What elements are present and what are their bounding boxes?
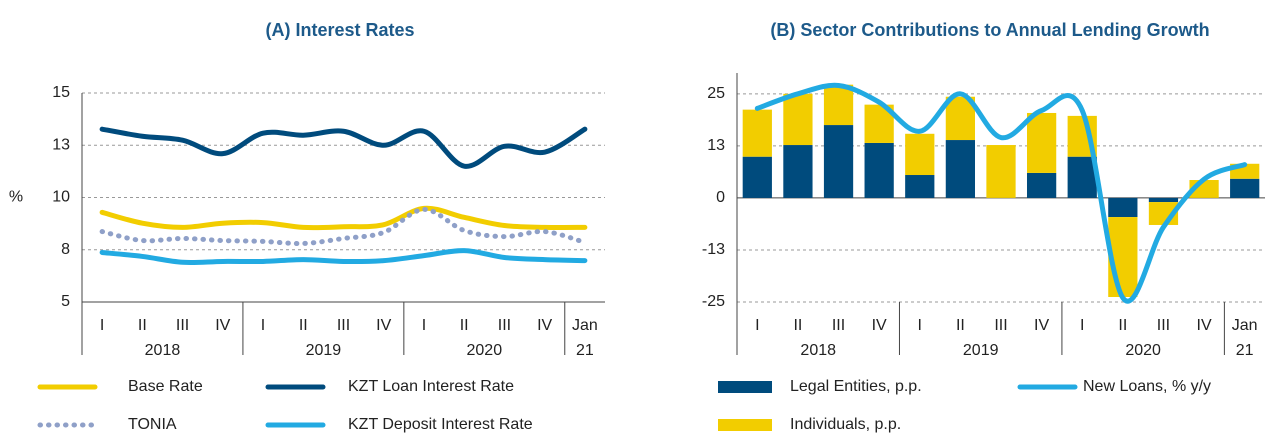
line [99, 205, 588, 231]
bar [1148, 197, 1179, 203]
bar [823, 84, 854, 126]
legend-label: Individuals, p.p. [790, 416, 901, 433]
x-tick-label: I [918, 317, 922, 334]
x-tick-label: III [337, 317, 350, 334]
x-tick-label: III [832, 317, 845, 334]
x-tick-label: I [100, 317, 104, 334]
x-group-label: 2020 [1125, 342, 1161, 359]
x-group-label: 2018 [800, 342, 836, 359]
x-tick-label: IV [537, 317, 552, 334]
x-group-label: 2018 [145, 342, 181, 359]
y-tick-label: 10 [52, 189, 70, 206]
y-tick-label: 25 [707, 85, 725, 102]
x-tick-label: I [1080, 317, 1084, 334]
bar [1108, 197, 1138, 218]
bar [1026, 172, 1057, 198]
x-tick-label: III [498, 317, 511, 334]
legend-swatch [718, 381, 772, 393]
bar [783, 93, 813, 146]
x-tick-label: IV [376, 317, 391, 334]
x-tick-label: II [793, 317, 802, 334]
x-tick-label: III [994, 317, 1007, 334]
x-tick-label: II [299, 317, 308, 334]
chart-title: (A) Interest Rates [265, 20, 415, 40]
y-tick-label: 8 [61, 241, 70, 258]
x-tick-label: IV [872, 317, 887, 334]
bar [742, 156, 772, 198]
legend-label: KZT Deposit Interest Rate [348, 416, 533, 433]
bar [945, 140, 976, 198]
y-tick-label: 15 [52, 84, 70, 101]
bar [1230, 178, 1260, 198]
x-tick-label: II [460, 317, 469, 334]
bar [1026, 112, 1057, 173]
bar [986, 145, 1016, 198]
x-tick-label: III [176, 317, 189, 334]
line [754, 82, 1248, 304]
bar [1067, 156, 1097, 198]
x-tick-label: I [261, 317, 265, 334]
line [99, 248, 588, 266]
bar [742, 109, 772, 157]
y-tick-label: 0 [716, 189, 725, 206]
x-group-label: 2019 [963, 342, 999, 359]
legend-label: KZT Loan Interest Rate [348, 378, 514, 395]
x-group-label: 21 [576, 342, 594, 359]
y-tick-label: 13 [52, 136, 70, 153]
y-tick-label: -25 [702, 293, 725, 310]
x-tick-label: IV [215, 317, 230, 334]
x-group-label: 2020 [467, 342, 503, 359]
x-tick-label: Jan [572, 317, 598, 334]
bar [783, 145, 813, 198]
chart-title: (B) Sector Contributions to Annual Lendi… [770, 20, 1210, 40]
y-tick-label: -13 [702, 241, 725, 258]
x-tick-label: I [422, 317, 426, 334]
line [99, 126, 588, 169]
y-tick-label: 13 [707, 137, 725, 154]
y-tick-label: 5 [61, 293, 70, 310]
x-tick-label: Jan [1232, 317, 1258, 334]
x-group-label: 2019 [306, 342, 342, 359]
legend-label: Legal Entities, p.p. [790, 378, 922, 395]
x-tick-label: I [755, 317, 759, 334]
legend-label: TONIA [128, 416, 177, 433]
x-tick-label: II [138, 317, 147, 334]
bar [905, 175, 935, 198]
legend-swatch [718, 419, 772, 431]
x-tick-label: IV [1034, 317, 1049, 334]
x-group-label: 21 [1236, 342, 1254, 359]
y-axis-label: % [9, 189, 23, 206]
x-tick-label: IV [1197, 317, 1212, 334]
bar [905, 133, 935, 176]
line [99, 206, 588, 247]
x-tick-label: II [1118, 317, 1127, 334]
legend-label: New Loans, % y/y [1083, 378, 1211, 395]
x-tick-label: III [1157, 317, 1170, 334]
bar [823, 125, 854, 198]
x-tick-label: II [956, 317, 965, 334]
legend-label: Base Rate [128, 378, 203, 395]
bar [864, 142, 894, 198]
